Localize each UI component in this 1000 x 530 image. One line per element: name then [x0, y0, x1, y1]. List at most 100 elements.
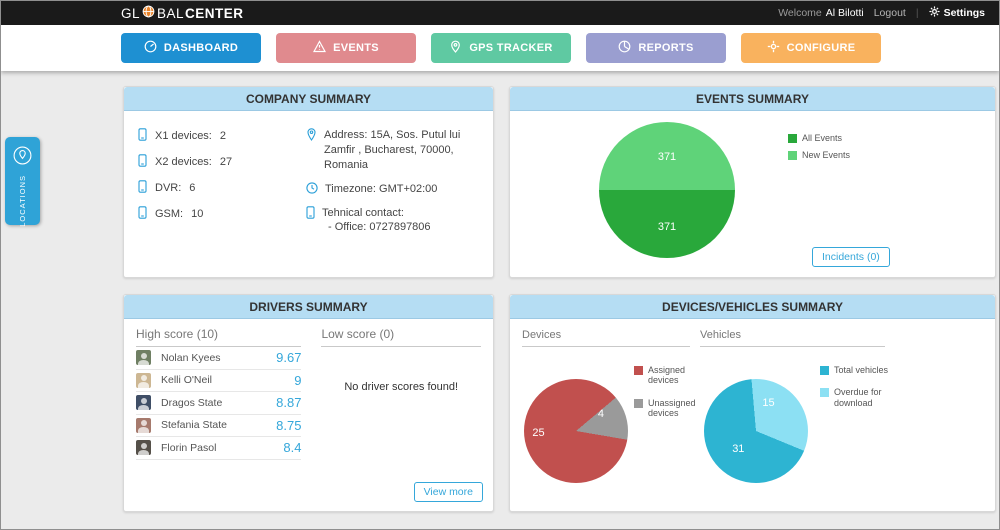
legend-item: New Events — [788, 150, 851, 161]
main-nav: DASHBOARD EVENTS GPS TRACKER REPORTS CON… — [1, 25, 999, 71]
settings-button[interactable]: Settings — [929, 6, 985, 20]
nav-reports-label: REPORTS — [638, 42, 694, 54]
welcome-label: Welcome — [778, 7, 822, 19]
timezone-row: Timezone: GMT+02:00 — [306, 181, 477, 197]
legend-item: Total vehicles — [820, 365, 892, 375]
wrench-icon — [767, 40, 780, 56]
nav-events-button[interactable]: EVENTS — [276, 33, 416, 63]
legend-swatch — [820, 366, 829, 375]
driver-row: Stefania State 8.75 — [136, 415, 302, 437]
mobile-device-icon — [138, 206, 147, 222]
legend-label: New Events — [802, 150, 851, 161]
driver-name: Nolan Kyees — [161, 351, 221, 364]
company-summary-title: COMPANY SUMMARY — [124, 87, 493, 111]
driver-score: 9.67 — [276, 350, 302, 366]
events-summary-panel: EVENTS SUMMARY 371 371 All Events New Ev… — [509, 86, 996, 278]
devices-vehicles-summary-panel: DEVICES/VEHICLES SUMMARY Devices 4 25 As… — [509, 294, 996, 512]
legend-label: All Events — [802, 133, 843, 143]
timezone-label: Timezone: — [325, 182, 376, 195]
view-more-button[interactable]: View more — [413, 482, 483, 502]
nav-dashboard-button[interactable]: DASHBOARD — [121, 33, 261, 63]
driver-score: 8.4 — [283, 440, 302, 456]
events-legend: All Events New Events — [788, 133, 850, 161]
driver-avatar — [136, 395, 151, 411]
device-count-row: X1 devices: 2 — [138, 128, 292, 144]
dashboard-icon — [144, 40, 157, 56]
top-bar: GL BAL CENTER Welcome Al Bilotti Logout … — [1, 1, 999, 25]
high-score-column: High score (10) Nolan Kyees 9.67 Kelli O… — [136, 327, 302, 510]
device-count-value: 2 — [219, 130, 226, 142]
driver-score: 8.87 — [276, 395, 302, 411]
incidents-button[interactable]: Incidents (0) — [812, 247, 890, 267]
address-value: 15A, Sos. Putul lui Zamfir , Bucharest, … — [324, 129, 461, 171]
logo-text-center: CENTER — [185, 5, 244, 21]
locations-side-tab[interactable]: LOCATIONS — [5, 137, 40, 227]
legend-item: Assigned devices — [634, 365, 706, 386]
contact-label: Tehnical contact: — [322, 206, 404, 219]
events-pie-chart: 371 371 — [599, 122, 735, 258]
driver-score: 8.75 — [276, 417, 302, 433]
clock-icon — [306, 181, 318, 197]
driver-avatar — [136, 440, 151, 456]
pie-slice-value: 371 — [657, 220, 677, 233]
pie-slice-value: 31 — [732, 442, 745, 455]
nav-configure-button[interactable]: CONFIGURE — [741, 33, 881, 63]
legend-label: Assigned devices — [648, 365, 686, 386]
nav-configure-label: CONFIGURE — [786, 42, 856, 54]
timezone-value: GMT+02:00 — [379, 182, 438, 195]
legend-swatch — [820, 388, 829, 398]
logo-text-gl: GL — [121, 5, 141, 21]
company-info: Address: 15A, Sos. Putul lui Zamfir , Bu… — [306, 128, 477, 266]
vehicles-pie-chart: 15 31 — [704, 379, 808, 483]
device-count-value: 27 — [219, 156, 233, 168]
timezone-text: Timezone: GMT+02:00 — [325, 182, 477, 197]
logout-link[interactable]: Logout — [873, 7, 906, 19]
top-bar-right: Welcome Al Bilotti Logout | Settings — [778, 6, 985, 20]
events-summary-title: EVENTS SUMMARY — [510, 87, 995, 111]
phone-icon — [306, 205, 315, 222]
drivers-summary-panel: DRIVERS SUMMARY High score (10) Nolan Ky… — [123, 294, 494, 512]
legend-label: Overdue for download — [834, 387, 882, 408]
drivers-summary-body: High score (10) Nolan Kyees 9.67 Kelli O… — [124, 319, 493, 510]
mobile-device-icon — [138, 180, 147, 196]
driver-name: Stefania State — [161, 419, 227, 432]
device-count-row: DVR: 6 — [138, 180, 292, 196]
nav-gps-tracker-button[interactable]: GPS TRACKER — [431, 33, 571, 63]
pie-slice-value: 4 — [597, 408, 605, 421]
driver-avatar — [136, 350, 151, 366]
legend-swatch — [788, 134, 797, 143]
devices-section: Devices 4 25 Assigned devices Unassigned… — [522, 329, 700, 510]
devices-pie-chart: 4 25 — [524, 379, 628, 483]
logo: GL BAL CENTER — [121, 5, 244, 21]
devices-legend: Assigned devices Unassigned devices — [634, 365, 706, 418]
driver-row: Dragos State 8.87 — [136, 392, 302, 415]
topbar-separator: | — [915, 7, 919, 19]
nav-reports-button[interactable]: REPORTS — [586, 33, 726, 63]
address-text: Address: 15A, Sos. Putul lui Zamfir , Bu… — [324, 128, 476, 173]
driver-score: 9 — [294, 372, 302, 388]
driver-row: Nolan Kyees 9.67 — [136, 347, 302, 370]
nav-dashboard-label: DASHBOARD — [163, 42, 239, 54]
company-summary-body: X1 devices: 2 X2 devices: 27 DVR: 6 GSM:… — [124, 111, 493, 276]
settings-label: Settings — [943, 7, 985, 19]
drivers-summary-title: DRIVERS SUMMARY — [124, 295, 493, 319]
welcome-text: Welcome Al Bilotti — [778, 7, 864, 19]
device-count-row: X2 devices: 27 — [138, 154, 292, 170]
device-count-row: GSM: 10 — [138, 206, 292, 222]
legend-item: All Events — [788, 133, 850, 143]
pie-slice-value: 25 — [532, 427, 545, 440]
locations-tab-label: LOCATIONS — [18, 175, 27, 227]
driver-name: Florin Pasol — [161, 441, 217, 454]
driver-avatar — [136, 372, 151, 388]
events-summary-body: 371 371 All Events New Events Incidents … — [510, 111, 995, 276]
low-score-header: Low score (0) — [321, 327, 481, 347]
nav-gps-tracker-label: GPS TRACKER — [469, 42, 553, 54]
device-count-value: 6 — [189, 182, 196, 194]
legend-swatch — [634, 366, 643, 375]
contact-value: - Office: 0727897806 — [328, 221, 431, 234]
driver-name: Kelli O'Neil — [161, 374, 213, 387]
high-score-header: High score (10) — [136, 327, 302, 347]
username: Al Bilotti — [825, 7, 864, 19]
nav-events-label: EVENTS — [333, 42, 379, 54]
legend-label: Unassigned devices — [648, 397, 696, 419]
